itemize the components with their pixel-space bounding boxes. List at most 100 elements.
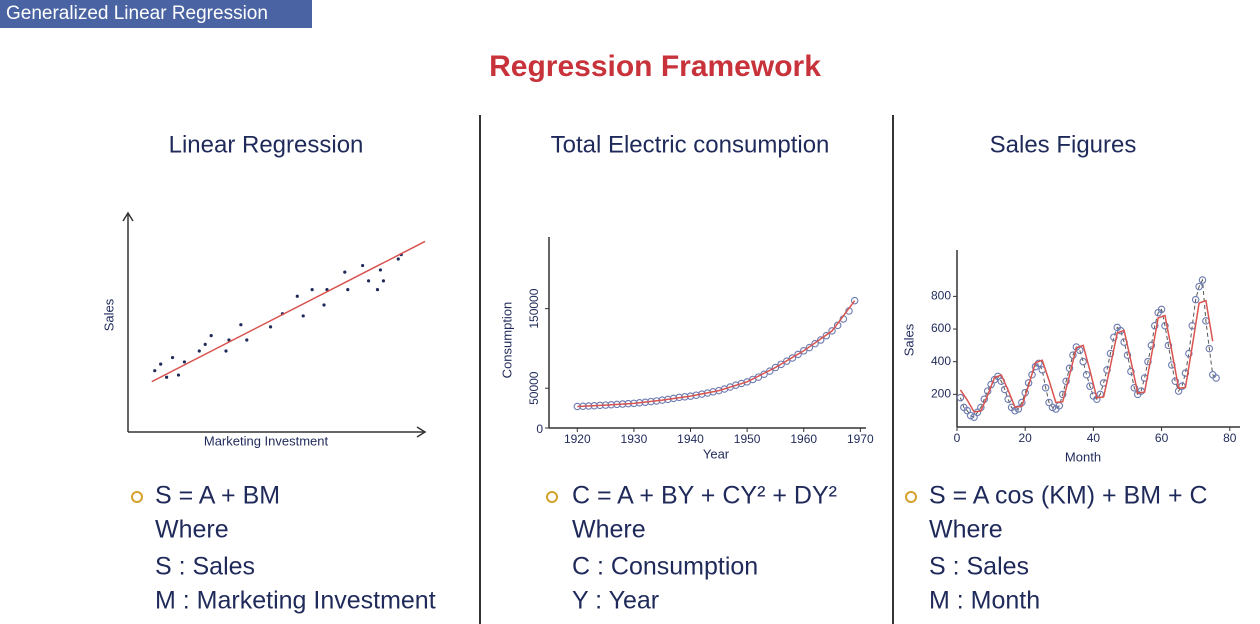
x-tick-label: 1920 [564, 432, 591, 446]
x-tick-label: 1960 [790, 432, 817, 446]
x-axis-label: Marketing Investment [204, 433, 329, 448]
point [268, 325, 273, 329]
point [1212, 374, 1220, 382]
point [1062, 377, 1070, 386]
point [1181, 369, 1190, 377]
formula: S = A cos (KM) + BM + C [929, 482, 1208, 510]
formula: C = A + BY + CY² + DY² [572, 482, 837, 510]
point [170, 355, 175, 360]
point [1205, 344, 1214, 353]
point [782, 357, 791, 365]
point [361, 263, 365, 268]
y-tick-label: 150000 [527, 288, 541, 328]
x-axis-label: Year [703, 446, 730, 461]
point [970, 413, 978, 421]
point [956, 393, 965, 402]
note: M : Marketing Investment [155, 587, 436, 615]
point [1041, 384, 1050, 392]
point [1144, 357, 1152, 366]
point [209, 334, 213, 338]
axis-arrow [416, 426, 427, 438]
x-tick-label: 0 [954, 431, 961, 445]
point [794, 350, 802, 359]
point [1198, 276, 1207, 284]
point [822, 331, 831, 340]
point [1048, 403, 1057, 412]
x-tick-label: 40 [1087, 431, 1101, 445]
point [381, 279, 386, 283]
x-tick-label: 1950 [734, 432, 761, 446]
y-tick-label: 600 [931, 321, 951, 335]
point [159, 362, 163, 366]
point [301, 314, 305, 318]
point [1161, 322, 1169, 330]
note: Where [155, 516, 229, 544]
point [375, 288, 380, 292]
x-tick-label: 1930 [621, 432, 648, 446]
x-tick-label: 20 [1019, 431, 1033, 445]
bullet [905, 491, 917, 503]
note: S : Sales [929, 553, 1029, 581]
x-tick-label: 60 [1155, 431, 1169, 445]
point [325, 288, 329, 292]
point [1014, 405, 1023, 413]
point [239, 323, 243, 327]
point [1171, 377, 1179, 386]
axis-arrow [122, 211, 134, 222]
bullet [131, 491, 143, 503]
point [378, 268, 383, 272]
point [799, 347, 808, 355]
point [1079, 357, 1087, 366]
note: C : Consumption [572, 553, 758, 581]
point [1127, 367, 1135, 376]
point [1185, 349, 1193, 358]
point [788, 354, 797, 362]
point [777, 360, 785, 369]
point [850, 296, 859, 305]
y-tick-label: 800 [931, 289, 951, 303]
point [396, 257, 400, 261]
point [771, 363, 780, 372]
point [828, 327, 836, 335]
point [766, 367, 774, 375]
y-axis-label: Consumption [499, 302, 514, 379]
formula: S = A + BM [155, 482, 280, 510]
y-tick-label: 50000 [527, 371, 541, 405]
y-axis-label: Sales [101, 298, 116, 331]
note: Y : Year [572, 587, 659, 615]
point [1058, 390, 1067, 399]
point [966, 411, 975, 420]
y-axis-label: Sales [901, 323, 916, 356]
point [366, 279, 371, 283]
slide-title: Regression Framework [489, 50, 821, 83]
point [1123, 351, 1132, 359]
x-axis-label: Month [1065, 449, 1101, 464]
note: S : Sales [155, 553, 255, 581]
point [963, 406, 971, 415]
point [322, 303, 326, 307]
point [1130, 384, 1139, 392]
x-tick-label: 80 [1223, 431, 1237, 445]
point [346, 288, 350, 292]
note: Where [929, 516, 1003, 544]
chart-title: Total Electric consumption [551, 131, 830, 158]
point [811, 339, 819, 348]
y-tick-label: 200 [931, 387, 951, 401]
point [1069, 351, 1077, 359]
y-tick-label: 0 [536, 422, 543, 436]
data-line [959, 278, 1217, 418]
point [176, 373, 181, 377]
point [1151, 322, 1159, 330]
point [295, 294, 299, 298]
point [1195, 282, 1203, 291]
x-tick-label: 1940 [677, 432, 704, 446]
point [165, 375, 169, 379]
point [224, 349, 228, 353]
point [805, 343, 814, 352]
point [816, 336, 825, 344]
point [245, 338, 249, 342]
point [310, 288, 314, 292]
point [1065, 364, 1074, 372]
point [1045, 398, 1053, 407]
